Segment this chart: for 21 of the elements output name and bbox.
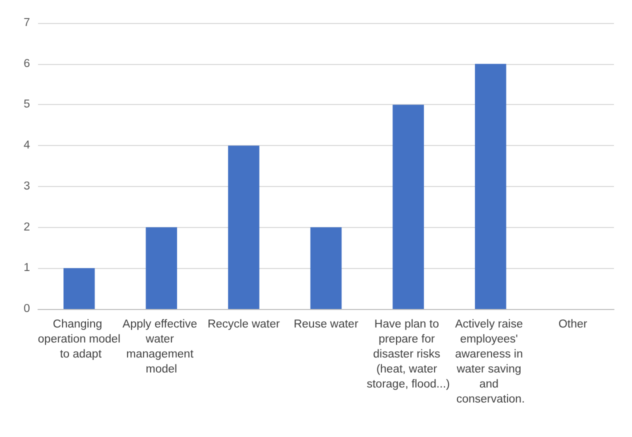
y-tick-label: 4 [24,140,31,152]
y-tick-label: 6 [24,58,30,70]
x-tick-label: Have plan to prepare for disaster risks (heat, water storage, flood...) [366,318,450,390]
y-tick-label: 0 [24,303,30,315]
x-tick-label: Apply effective water management model [122,318,200,376]
x-tick-label: Changing operation model to adapt [38,318,120,360]
bar [146,227,178,309]
y-tick-label: 2 [24,221,30,234]
x-tick-label: Reuse water [294,318,358,330]
y-tick-label: 5 [24,98,30,111]
x-tick-label: Other [558,318,588,330]
x-tick-label: Recycle water [208,318,280,330]
bar [392,104,424,309]
y-tick-label: 3 [24,180,30,192]
x-tick-label: Actively raise employees' awareness in water saving and conservation. [455,318,526,406]
bar [474,64,506,309]
bar [64,268,95,309]
bar [310,227,342,309]
y-tick-label: 1 [24,262,30,274]
y-tick-label: 7 [24,17,30,29]
bar [228,146,260,309]
